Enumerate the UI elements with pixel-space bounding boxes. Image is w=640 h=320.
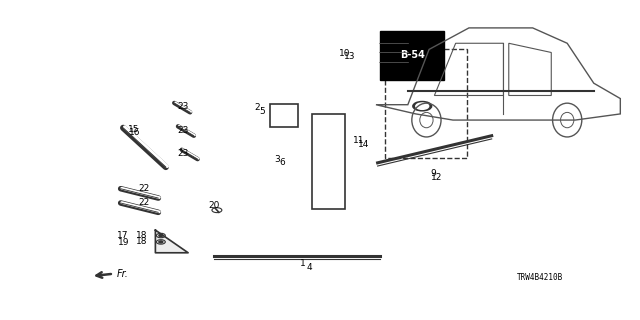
- Text: Fr.: Fr.: [116, 269, 129, 279]
- Text: 2: 2: [255, 103, 260, 112]
- Text: 1: 1: [300, 259, 306, 268]
- Circle shape: [159, 241, 163, 243]
- Text: 23: 23: [177, 126, 189, 135]
- FancyBboxPatch shape: [312, 114, 346, 209]
- Text: 19: 19: [118, 238, 129, 247]
- Circle shape: [413, 101, 431, 111]
- Text: 4: 4: [307, 262, 312, 272]
- Text: 18: 18: [136, 237, 147, 246]
- Text: 6: 6: [280, 158, 285, 167]
- Text: 5: 5: [260, 107, 266, 116]
- Text: TRW4B4210B: TRW4B4210B: [517, 273, 564, 282]
- FancyBboxPatch shape: [385, 50, 467, 158]
- Text: B-54: B-54: [400, 50, 425, 60]
- Text: 15: 15: [128, 124, 140, 133]
- Text: 20: 20: [208, 201, 220, 210]
- Text: 3: 3: [275, 155, 280, 164]
- Text: 11: 11: [353, 136, 365, 145]
- Text: 18: 18: [136, 230, 147, 240]
- Text: 22: 22: [138, 198, 149, 207]
- Text: 16: 16: [129, 128, 140, 137]
- Text: 23: 23: [177, 149, 189, 158]
- Text: 9: 9: [430, 169, 436, 178]
- Text: 10: 10: [339, 49, 350, 58]
- Text: 12: 12: [431, 172, 443, 182]
- Polygon shape: [156, 230, 188, 253]
- Text: 14: 14: [358, 140, 369, 149]
- Circle shape: [416, 103, 429, 109]
- Text: 22: 22: [138, 184, 149, 193]
- Text: 13: 13: [344, 52, 355, 61]
- Text: 23: 23: [177, 102, 189, 111]
- Circle shape: [159, 235, 163, 236]
- Text: 17: 17: [117, 231, 129, 240]
- FancyBboxPatch shape: [270, 104, 298, 127]
